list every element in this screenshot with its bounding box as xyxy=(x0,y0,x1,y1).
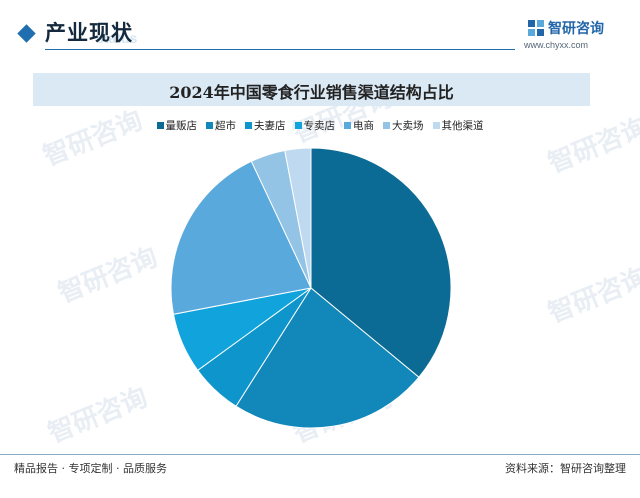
header-divider xyxy=(45,49,515,50)
brand-url: www.chyxx.com xyxy=(524,40,589,50)
legend-label: 超市 xyxy=(215,120,236,132)
legend-swatch xyxy=(294,122,302,129)
pie-slice xyxy=(170,160,312,315)
legend-swatch xyxy=(432,122,440,129)
legend-swatch xyxy=(206,122,213,129)
legend-swatch xyxy=(383,122,390,129)
legend-label: 量贩店 xyxy=(165,120,198,132)
legend-item: 其他渠道 xyxy=(432,118,484,133)
footer-source: 资料来源：智研咨询整理 xyxy=(505,462,626,475)
chart-title-band: 2024年中国零食行业销售渠道结构占比 xyxy=(33,73,590,106)
legend-label: 电商 xyxy=(353,120,374,132)
legend-item: 量贩店 xyxy=(156,118,198,133)
section-title: 产业现状 xyxy=(45,21,133,45)
legend-item: 大卖场 xyxy=(383,118,424,133)
footer-tagline: 精品报告 · 专项定制 · 品质服务 xyxy=(14,462,167,475)
chart-legend: 量贩店 超市 夫妻店 专卖店 电商 大卖场 其他渠道 xyxy=(0,118,640,133)
legend-item: 夫妻店 xyxy=(245,118,286,133)
chart-title: 2024年中国零食行业销售渠道结构占比 xyxy=(169,83,454,102)
brand-name: 智研咨询 xyxy=(548,21,604,37)
pie-slice xyxy=(310,147,452,378)
section-subtitle: status xyxy=(96,30,138,46)
legend-swatch xyxy=(344,122,351,129)
pie-slice xyxy=(235,287,420,429)
legend-label: 其他渠道 xyxy=(441,120,484,132)
legend-item: 超市 xyxy=(206,118,236,133)
legend-item: 电商 xyxy=(344,118,374,133)
legend-label: 大卖场 xyxy=(392,120,424,132)
legend-item: 专卖店 xyxy=(294,118,336,133)
brand-logo-icon xyxy=(528,20,544,36)
legend-label: 专卖店 xyxy=(303,120,336,132)
legend-swatch xyxy=(156,122,164,129)
legend-swatch xyxy=(245,122,252,129)
pie-slice xyxy=(284,147,312,289)
footer-divider xyxy=(0,454,640,455)
legend-label: 夫妻店 xyxy=(254,120,286,132)
